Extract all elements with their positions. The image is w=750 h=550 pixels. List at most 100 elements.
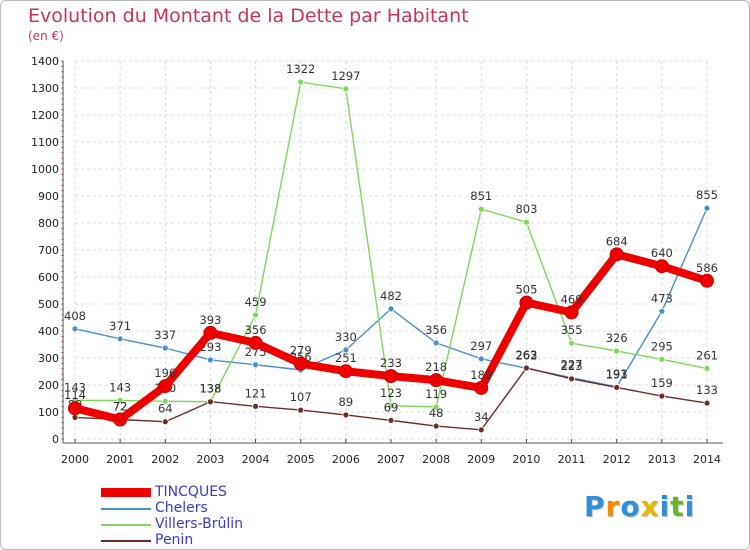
data-label: 505 (515, 283, 537, 297)
data-label: 138 (199, 382, 221, 396)
logo-letter: i (659, 490, 671, 523)
y-tick-label: 500 (38, 298, 59, 311)
data-point (387, 416, 395, 424)
data-label: 263 (515, 348, 537, 362)
logo-letter: t (670, 490, 685, 523)
data-label: 233 (380, 356, 402, 370)
proxiti-logo: Proxiti (584, 490, 695, 523)
data-point (161, 418, 169, 426)
x-tick-label: 2005 (287, 453, 315, 466)
data-label: 326 (606, 331, 628, 345)
data-label: 459 (245, 295, 267, 309)
y-tick-label: 800 (38, 217, 59, 230)
data-label: 189 (470, 368, 492, 382)
data-point (161, 344, 169, 352)
data-label: 107 (290, 390, 312, 404)
data-point (519, 295, 534, 310)
data-label: 330 (335, 330, 357, 344)
y-tick-label: 700 (38, 244, 59, 257)
y-tick-label: 1300 (31, 82, 59, 95)
data-label: 191 (606, 367, 628, 381)
data-point (477, 205, 485, 213)
data-label: 89 (339, 395, 354, 409)
x-tick-label: 2002 (151, 453, 179, 466)
data-label: 133 (696, 383, 718, 397)
data-point (252, 311, 259, 319)
data-label: 1297 (331, 69, 360, 83)
data-point (613, 347, 621, 355)
data-point (338, 364, 353, 379)
data-point (384, 369, 398, 384)
data-label: 684 (606, 234, 628, 248)
data-point (474, 380, 489, 395)
legend-swatch (101, 540, 151, 542)
legend-item: Villers-Brûlin (101, 516, 341, 533)
data-label: 356 (425, 323, 447, 337)
x-tick-label: 2009 (467, 453, 495, 466)
data-label: 297 (470, 339, 492, 353)
data-label: 227 (561, 358, 583, 372)
data-point (432, 422, 440, 430)
legend-item: Penin (101, 532, 341, 549)
data-label: 586 (696, 261, 718, 275)
x-tick-label: 2013 (648, 453, 676, 466)
y-tick-label: 300 (38, 352, 59, 365)
data-label: 119 (425, 387, 447, 401)
logo-letter: i (684, 490, 696, 523)
data-point (432, 403, 440, 411)
data-label: 143 (64, 380, 86, 394)
data-point (609, 247, 624, 262)
y-tick-label: 1400 (31, 55, 59, 68)
data-point (523, 364, 530, 372)
data-point (158, 379, 173, 394)
y-tick-label: 200 (38, 379, 59, 392)
data-point (293, 356, 308, 371)
data-label: 121 (245, 386, 267, 400)
x-tick-label: 2010 (512, 453, 540, 466)
y-tick-label: 100 (38, 406, 59, 419)
y-tick-label: 400 (38, 325, 59, 338)
data-label: 72 (113, 400, 128, 414)
x-tick-label: 2012 (603, 453, 631, 466)
data-label: 640 (651, 246, 673, 260)
logo-letter: P (584, 490, 606, 523)
data-label: 1322 (286, 62, 315, 76)
logo-letter: x (640, 490, 660, 523)
x-tick-label: 2003 (196, 453, 224, 466)
data-label: 143 (109, 380, 131, 394)
data-label: 279 (290, 344, 312, 358)
data-point (654, 259, 669, 274)
legend-swatch (101, 508, 151, 510)
data-point (113, 412, 128, 427)
data-point (477, 426, 485, 434)
data-point (429, 373, 444, 388)
x-tick-label: 2008 (422, 453, 450, 466)
legend-label: TINCQUES (155, 484, 227, 500)
data-label: 123 (380, 386, 402, 400)
data-point (71, 325, 79, 333)
data-point (207, 356, 214, 364)
data-point (477, 355, 485, 363)
chart-title: Evolution du Montant de la Dette par Hab… (28, 5, 469, 27)
data-label: 337 (154, 328, 176, 342)
logo-letter: o (620, 490, 641, 523)
legend-label: Villers-Brûlin (155, 516, 244, 532)
data-label: 159 (651, 376, 673, 390)
data-point (248, 335, 263, 350)
data-point (703, 365, 711, 372)
y-tick-label: 600 (38, 271, 59, 284)
data-label: 69 (384, 400, 399, 414)
legend-item: TINCQUES (101, 484, 341, 501)
data-point (568, 339, 575, 347)
data-label: 295 (651, 339, 673, 353)
data-label: 393 (199, 313, 221, 327)
data-point (387, 402, 395, 410)
data-label: 803 (515, 202, 537, 216)
legend-item: Chelers (101, 500, 341, 517)
data-point (203, 325, 218, 340)
legend-label: Chelers (155, 500, 208, 516)
data-label: 355 (561, 323, 583, 337)
logo-letter: r (605, 490, 621, 523)
data-label: 223 (561, 359, 583, 373)
